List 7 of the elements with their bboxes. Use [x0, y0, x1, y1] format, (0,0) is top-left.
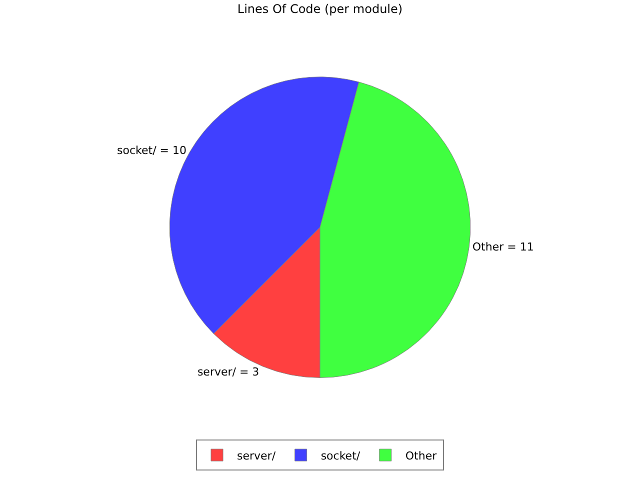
data-label: Other = 11 — [472, 240, 534, 254]
legend-label: socket/ — [320, 449, 360, 462]
legend-label: server/ — [237, 449, 276, 462]
data-label: socket/ = 10 — [117, 144, 186, 157]
chart-title: Lines Of Code (per module) — [237, 2, 403, 16]
data-label: server/ = 3 — [197, 365, 260, 378]
legend-label: Other — [405, 449, 438, 462]
